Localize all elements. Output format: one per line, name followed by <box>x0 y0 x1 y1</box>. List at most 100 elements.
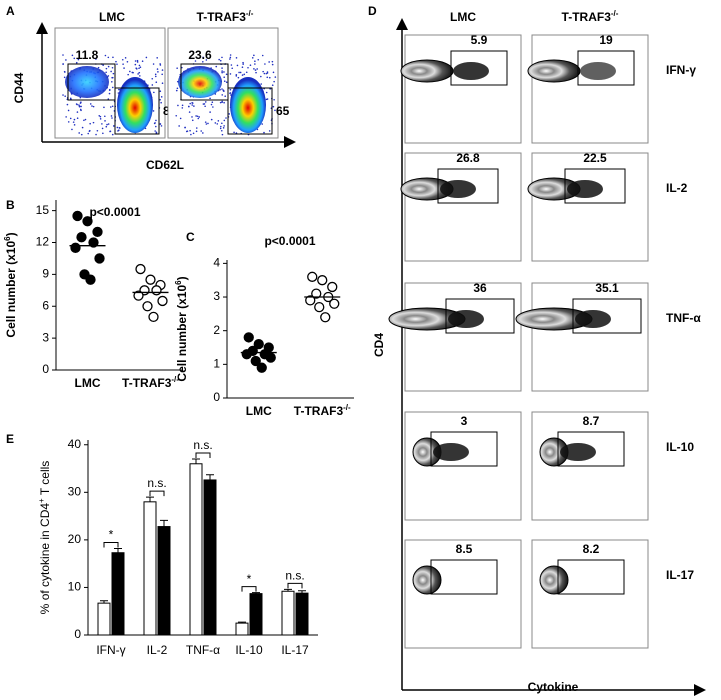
event <box>107 123 110 125</box>
event <box>210 103 213 106</box>
event <box>65 59 67 61</box>
event <box>229 73 232 75</box>
y-tick-label: 2 <box>213 323 220 337</box>
event <box>76 103 78 106</box>
flow-plot <box>531 282 649 392</box>
data-point <box>70 242 81 253</box>
row-label: IFN-γ <box>666 63 696 77</box>
gate-value: 65 <box>276 104 290 118</box>
event <box>257 58 260 61</box>
y-tick-label: 3 <box>42 330 49 344</box>
event <box>115 60 117 63</box>
event <box>160 125 163 127</box>
event <box>116 63 118 65</box>
event <box>137 73 139 75</box>
event <box>178 125 180 127</box>
gate <box>572 298 642 334</box>
event <box>219 127 222 130</box>
gate <box>437 168 499 204</box>
event <box>241 66 244 69</box>
event <box>106 123 108 126</box>
axis-label: Cell number (x106) <box>174 276 190 381</box>
axis-label: Cytokine <box>528 680 579 694</box>
data-point <box>305 295 316 306</box>
panel-label: E <box>6 432 14 446</box>
event <box>242 63 244 65</box>
event <box>71 54 74 57</box>
event <box>110 70 112 73</box>
event <box>274 76 277 78</box>
event <box>81 126 84 129</box>
flow-plot <box>531 152 649 262</box>
gate <box>67 63 116 101</box>
gate <box>430 559 498 595</box>
event <box>272 105 275 108</box>
panel-label: B <box>6 198 15 212</box>
event <box>266 76 269 79</box>
axis-label-part: 6 <box>3 236 12 241</box>
event <box>72 121 75 123</box>
event <box>202 56 204 59</box>
event <box>134 63 137 66</box>
x-tick-label: IL-10 <box>235 643 263 657</box>
event <box>184 126 186 129</box>
gate-value: 22.5 <box>583 151 607 165</box>
density <box>65 66 109 98</box>
event <box>268 61 270 63</box>
event <box>76 111 79 113</box>
event <box>223 101 225 104</box>
column-header: LMC <box>450 10 476 24</box>
data-point <box>148 311 159 323</box>
event <box>109 130 112 133</box>
event <box>157 71 159 73</box>
event <box>124 57 127 59</box>
axis-label-part: + <box>37 498 46 503</box>
event <box>73 118 76 121</box>
event <box>181 104 184 107</box>
contour <box>539 565 569 595</box>
event <box>111 76 113 79</box>
gate <box>430 431 498 467</box>
event <box>160 96 163 98</box>
gate <box>557 431 625 467</box>
event <box>194 60 197 62</box>
axis-label: Cell number (x106) <box>3 232 19 337</box>
gate-value: 36 <box>473 281 487 295</box>
event <box>253 54 255 57</box>
gate-value: 11.8 <box>76 48 99 62</box>
event <box>136 61 139 63</box>
event <box>92 121 95 124</box>
contour <box>567 180 603 198</box>
error-bar <box>146 496 154 502</box>
contour <box>400 59 454 83</box>
bar <box>235 622 249 636</box>
bar <box>281 590 295 636</box>
event <box>161 82 164 84</box>
bracket <box>287 582 303 589</box>
event <box>154 75 157 78</box>
contour <box>440 180 476 198</box>
event <box>274 109 276 112</box>
event <box>220 125 222 128</box>
event <box>107 75 110 77</box>
event <box>111 105 114 108</box>
y-tick-label: 15 <box>36 203 50 217</box>
error-bar <box>238 621 246 624</box>
data-point <box>329 298 340 309</box>
event <box>155 131 158 134</box>
data-point <box>88 237 99 248</box>
event <box>71 128 73 131</box>
event <box>214 122 217 124</box>
event <box>110 115 113 117</box>
x-tick-label-part: -/- <box>343 403 351 412</box>
event <box>105 125 108 128</box>
event <box>151 84 154 86</box>
event <box>189 102 191 105</box>
event <box>186 130 189 132</box>
event <box>273 98 275 101</box>
event <box>155 125 157 128</box>
event <box>220 129 223 132</box>
event <box>235 73 238 76</box>
event <box>245 71 248 74</box>
event <box>121 58 124 61</box>
